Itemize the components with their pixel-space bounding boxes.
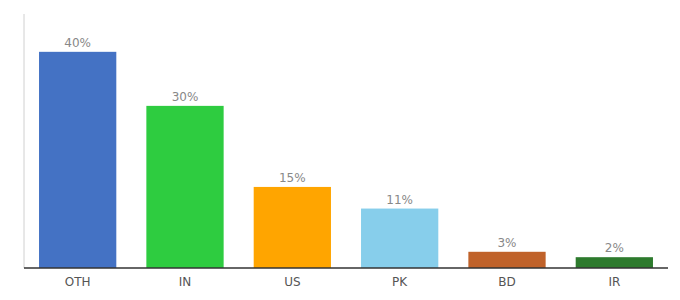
data-label: 15%: [279, 171, 306, 185]
data-label: 11%: [386, 193, 413, 207]
bar: [254, 187, 331, 268]
bar: [468, 252, 545, 268]
x-tick-label: BD: [498, 275, 515, 289]
bar: [39, 52, 116, 268]
data-label: 30%: [172, 90, 199, 104]
data-label: 3%: [497, 236, 516, 250]
chart-container: OTH IN US PK BD IR 40% 30% 15% 11% 3% 2%: [0, 0, 680, 300]
x-axis-line: [24, 267, 668, 269]
bars: [39, 52, 653, 268]
data-label: 40%: [64, 36, 91, 50]
chart: OTH IN US PK BD IR 40% 30% 15% 11% 3% 2%: [0, 0, 680, 300]
bar: [361, 209, 438, 268]
bar: [576, 257, 653, 268]
x-tick-label: OTH: [65, 275, 91, 289]
y-axis-line: [24, 14, 25, 268]
x-tick-label: IN: [179, 275, 192, 289]
bar: [146, 106, 223, 268]
x-tick-label: US: [284, 275, 300, 289]
x-tick-label: IR: [608, 275, 620, 289]
data-label: 2%: [605, 241, 624, 255]
x-tick-label: PK: [392, 275, 408, 289]
